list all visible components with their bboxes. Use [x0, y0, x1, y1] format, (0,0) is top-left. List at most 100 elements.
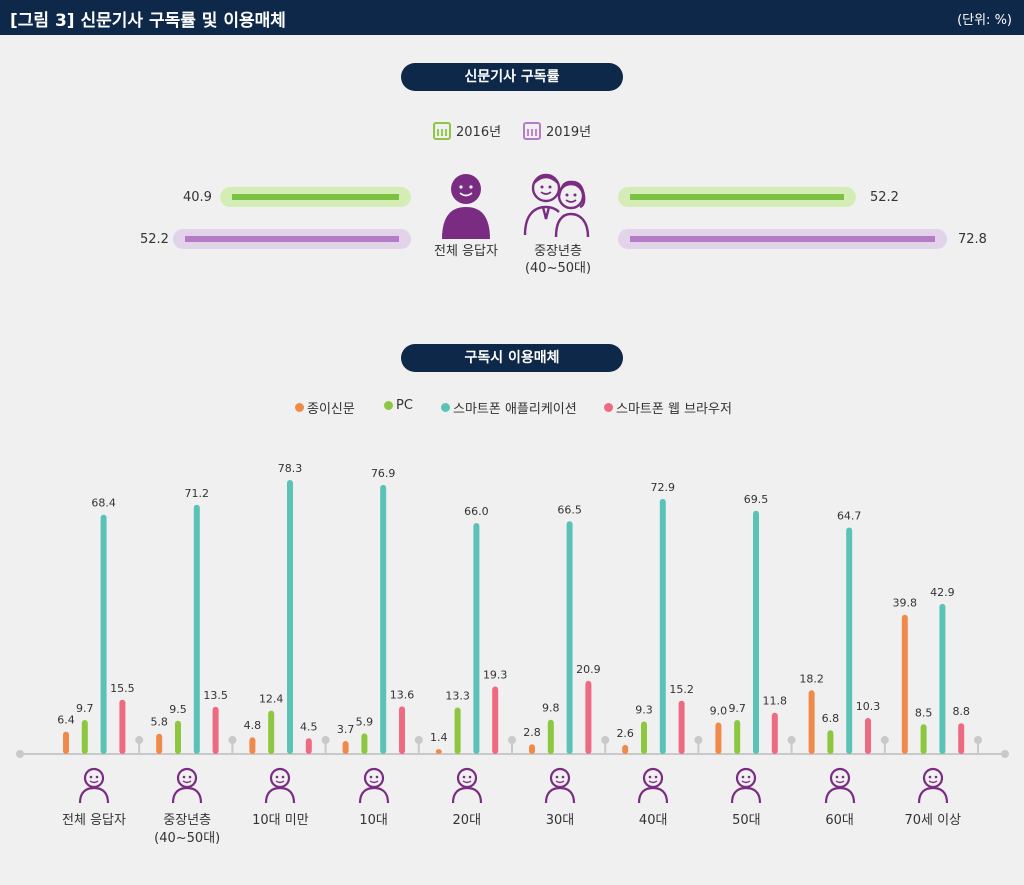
value-label-6-1: 9.3: [635, 703, 653, 716]
middle-2019-bar: [618, 229, 947, 249]
separator-dot: [135, 736, 144, 744]
section2-title: 구독시 이용매체: [401, 344, 623, 372]
person-outline-icon: [172, 767, 203, 804]
value-label-2-3: 4.5: [300, 720, 318, 733]
person-outline-icon: [638, 767, 669, 804]
separator-dot: [414, 736, 423, 744]
bar-9-1: [920, 724, 927, 754]
bar-1-2: [193, 504, 200, 754]
legend-dot-icon: [604, 403, 613, 412]
bar-1-0: [156, 733, 163, 754]
value-label-0-3: 15.5: [110, 682, 135, 695]
value-label-5-0: 2.8: [523, 726, 541, 739]
person-icon: [442, 174, 490, 239]
separator-dot: [508, 736, 516, 744]
bar-4-3: [492, 686, 499, 754]
bar-6-3: [678, 700, 685, 754]
legend-2019: 2019년: [523, 121, 591, 140]
legend-web: 스마트폰 웹 브라우저: [604, 398, 732, 417]
separator-dot: [974, 736, 982, 744]
all-2019-bar: [173, 229, 411, 249]
legend-app: 스마트폰 애플리케이션: [441, 398, 577, 417]
group-label-line: 70세 이상: [904, 813, 962, 828]
value-label-6-3: 15.2: [669, 683, 694, 696]
group-label-line: 10대: [359, 813, 388, 828]
value-label-1-1: 9.5: [169, 703, 187, 716]
bar-0-2: [100, 514, 107, 754]
group-label-line: 중장년층: [163, 813, 212, 828]
value-label-1-2: 71.2: [185, 487, 210, 500]
separator-dot: [694, 736, 703, 744]
bar-4-0: [435, 749, 442, 754]
value-label-4-3: 19.3: [483, 668, 508, 681]
bar-7-3: [771, 712, 778, 754]
value-label-7-0: 9.0: [710, 705, 728, 718]
value-label-8-0: 18.2: [799, 672, 824, 685]
bar-9-2: [939, 603, 946, 754]
bar-9-0: [901, 614, 908, 754]
separator-dot: [880, 736, 889, 744]
value-label-7-2: 69.5: [744, 493, 769, 506]
bar-6-0: [622, 744, 629, 754]
bar-3-2: [380, 484, 387, 754]
group-label-line: 50대: [732, 813, 761, 828]
all-2016-value: 40.9: [183, 190, 212, 205]
bar-4-2: [473, 523, 480, 754]
bar-5-0: [529, 744, 535, 754]
value-label-8-2: 64.7: [837, 510, 862, 523]
calendar-icon: [433, 121, 451, 140]
person-outline-icon: [824, 767, 855, 804]
bar-8-2: [846, 527, 853, 754]
person-outline-icon: [544, 767, 576, 804]
legend-2016-label: 2016년: [456, 125, 502, 140]
group-label-line: 20대: [452, 813, 482, 828]
value-label-0-1: 9.7: [76, 702, 94, 715]
bar-0-0: [63, 731, 69, 754]
figure-title: [그림 3] 신문기사 구독률 및 이용매체: [10, 11, 286, 31]
group-label-0: 전체 응답자: [44, 812, 144, 830]
calendar-icon: [523, 121, 541, 140]
value-label-4-1: 13.3: [445, 689, 470, 702]
legend-pc: PC: [384, 398, 413, 413]
value-label-0-0: 6.4: [57, 714, 75, 727]
group-label-line: 40대: [638, 813, 668, 828]
middle-aged-label: 중장년층 (40~50대): [506, 243, 610, 277]
value-label-0-2: 68.4: [91, 497, 116, 510]
group-label-line: (40~50대): [154, 831, 221, 846]
bar-5-3: [585, 680, 592, 754]
bar-8-3: [865, 717, 871, 754]
bar-2-1: [268, 710, 275, 754]
all-2019-value: 52.2: [140, 232, 169, 247]
group-label-4: 20대: [417, 812, 517, 830]
bar-4-1: [454, 707, 461, 754]
person-outline-icon: [451, 767, 482, 804]
value-label-9-3: 8.8: [952, 705, 970, 718]
value-label-8-3: 10.3: [856, 700, 881, 713]
value-label-4-0: 1.4: [430, 731, 448, 744]
value-label-7-3: 11.8: [763, 695, 788, 708]
separator-dot: [601, 736, 610, 744]
middle-aged-label-line1: 중장년층: [534, 244, 582, 259]
bar-2-2: [287, 479, 293, 754]
legend-web-label: 스마트폰 웹 브라우저: [616, 402, 732, 417]
group-label-1: 중장년층 (40~50대): [137, 812, 237, 848]
person-outline-icon: [358, 767, 389, 804]
bar-1-1: [175, 720, 181, 754]
bar-7-0: [715, 722, 722, 754]
value-label-2-2: 78.3: [278, 462, 303, 475]
legend-paper: 종이신문: [295, 398, 355, 417]
value-label-9-1: 8.5: [915, 706, 933, 719]
group-label-5: 30대: [510, 812, 610, 830]
media-usage-chart: 6.49.768.415.55.89.571.213.54.812.478.34…: [16, 462, 1009, 758]
value-label-9-2: 42.9: [930, 586, 955, 599]
legend-dot-icon: [295, 403, 304, 412]
value-label-6-2: 72.9: [651, 481, 676, 494]
value-label-5-2: 66.5: [557, 503, 582, 516]
bar-2-0: [249, 737, 256, 754]
bar-3-1: [361, 733, 368, 754]
group-label-line: 60대: [825, 813, 854, 828]
bar-7-2: [753, 510, 759, 754]
bar-3-0: [342, 741, 349, 754]
value-label-7-1: 9.7: [728, 702, 746, 715]
legend-pc-label: PC: [396, 398, 413, 413]
